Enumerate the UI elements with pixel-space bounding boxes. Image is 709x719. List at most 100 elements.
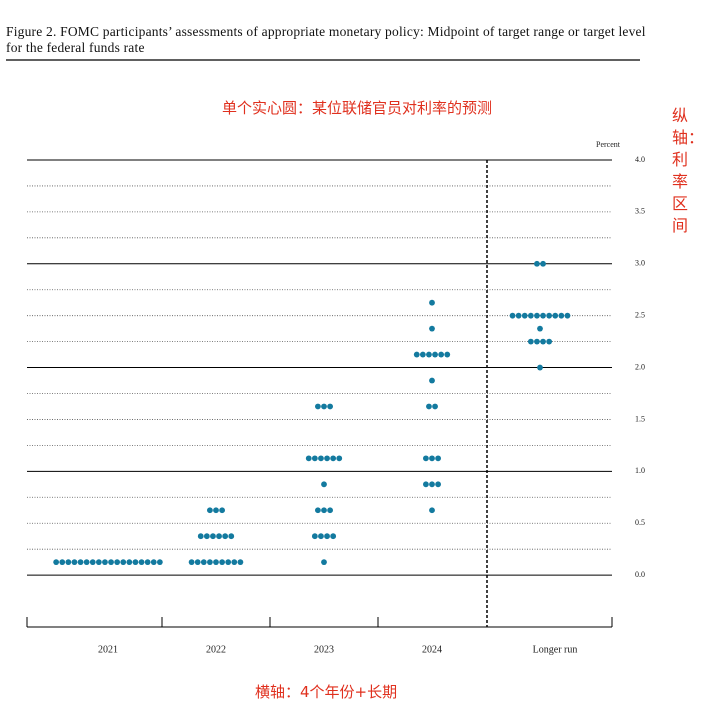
dot xyxy=(108,559,114,566)
dot xyxy=(537,325,543,332)
dot xyxy=(426,403,432,410)
dot xyxy=(237,559,244,566)
y-tick-label: 0.0 xyxy=(635,570,645,579)
dot xyxy=(546,338,553,345)
dot xyxy=(438,351,445,358)
dot xyxy=(324,455,330,462)
dot xyxy=(552,312,559,319)
dot xyxy=(435,455,441,462)
dot xyxy=(200,559,207,566)
dot xyxy=(305,455,312,462)
dot xyxy=(540,260,546,267)
dot xyxy=(321,507,327,514)
dot xyxy=(138,559,145,566)
y-unit: Percent xyxy=(596,140,621,149)
x-tick-label: 2021 xyxy=(98,644,118,655)
dot xyxy=(53,559,60,566)
x-tick-label: 2022 xyxy=(206,644,226,655)
annotation: 纵轴：利率区间 xyxy=(672,106,705,235)
dot xyxy=(527,338,534,345)
dot xyxy=(537,364,543,371)
dot xyxy=(95,559,102,566)
dot xyxy=(534,312,540,319)
dot xyxy=(315,403,321,410)
dot xyxy=(315,507,321,514)
y-tick-label: 4.0 xyxy=(635,155,645,164)
dot xyxy=(327,403,333,410)
y-tick-label: 3.0 xyxy=(635,259,645,268)
dot xyxy=(114,559,121,566)
dot xyxy=(311,533,318,540)
dot xyxy=(429,377,435,384)
dot xyxy=(231,559,238,566)
dot xyxy=(188,559,195,566)
dot xyxy=(330,533,337,540)
dot xyxy=(210,533,216,540)
dot xyxy=(564,312,571,319)
dot xyxy=(197,533,204,540)
dot xyxy=(77,559,84,566)
y-tick-label: 1.0 xyxy=(635,466,645,475)
chart-title: Figure 2. FOMC participants’ assessments… xyxy=(6,24,646,55)
dot xyxy=(311,455,318,462)
dot xyxy=(219,507,226,514)
dot xyxy=(194,559,201,566)
dot xyxy=(432,351,438,358)
dot xyxy=(318,533,324,540)
y-tick-label: 0.5 xyxy=(635,518,645,527)
dot xyxy=(534,260,540,267)
y-tick-label: 2.5 xyxy=(635,310,645,319)
dot xyxy=(120,559,127,566)
dot xyxy=(429,455,435,462)
y-tick-label: 2.0 xyxy=(635,362,645,371)
dot xyxy=(540,338,546,345)
dot xyxy=(89,559,96,566)
dot xyxy=(423,481,429,488)
dot xyxy=(65,559,72,566)
dot xyxy=(419,351,426,358)
dot xyxy=(429,481,435,488)
x-tick-label: 2024 xyxy=(422,644,442,655)
dot xyxy=(558,312,565,319)
dot xyxy=(83,559,90,566)
dot xyxy=(521,312,528,319)
dot xyxy=(327,507,333,514)
dot xyxy=(444,351,451,358)
y-tick-label: 3.5 xyxy=(635,207,645,216)
dot xyxy=(219,559,226,566)
dot xyxy=(222,533,229,540)
dot xyxy=(423,455,429,462)
dot xyxy=(336,455,343,462)
dot xyxy=(527,312,534,319)
dot xyxy=(540,312,546,319)
annotation: 横轴：4个年份+长期 xyxy=(255,683,398,701)
x-tick-label: Longer run xyxy=(533,644,578,655)
y-tick-label: 1.5 xyxy=(635,414,645,423)
dot xyxy=(429,507,435,514)
dot xyxy=(216,533,222,540)
dot xyxy=(126,559,133,566)
dot xyxy=(132,559,139,566)
dot xyxy=(426,351,432,358)
dot xyxy=(321,403,327,410)
dot xyxy=(207,559,213,566)
dot xyxy=(59,559,66,566)
dot xyxy=(225,559,232,566)
dot xyxy=(534,338,540,345)
dot xyxy=(330,455,337,462)
x-tick-label: 2023 xyxy=(314,644,334,655)
annotation: 单个实心圆：某位联储官员对利率的预测 xyxy=(222,99,493,117)
dot xyxy=(144,559,151,566)
dot xyxy=(435,481,441,488)
dot xyxy=(318,455,324,462)
dot xyxy=(213,559,219,566)
dot xyxy=(213,507,219,514)
dot xyxy=(321,481,327,488)
dot xyxy=(150,559,157,566)
dot xyxy=(321,559,327,566)
dot xyxy=(324,533,330,540)
dot xyxy=(515,312,522,319)
dot xyxy=(432,403,438,410)
